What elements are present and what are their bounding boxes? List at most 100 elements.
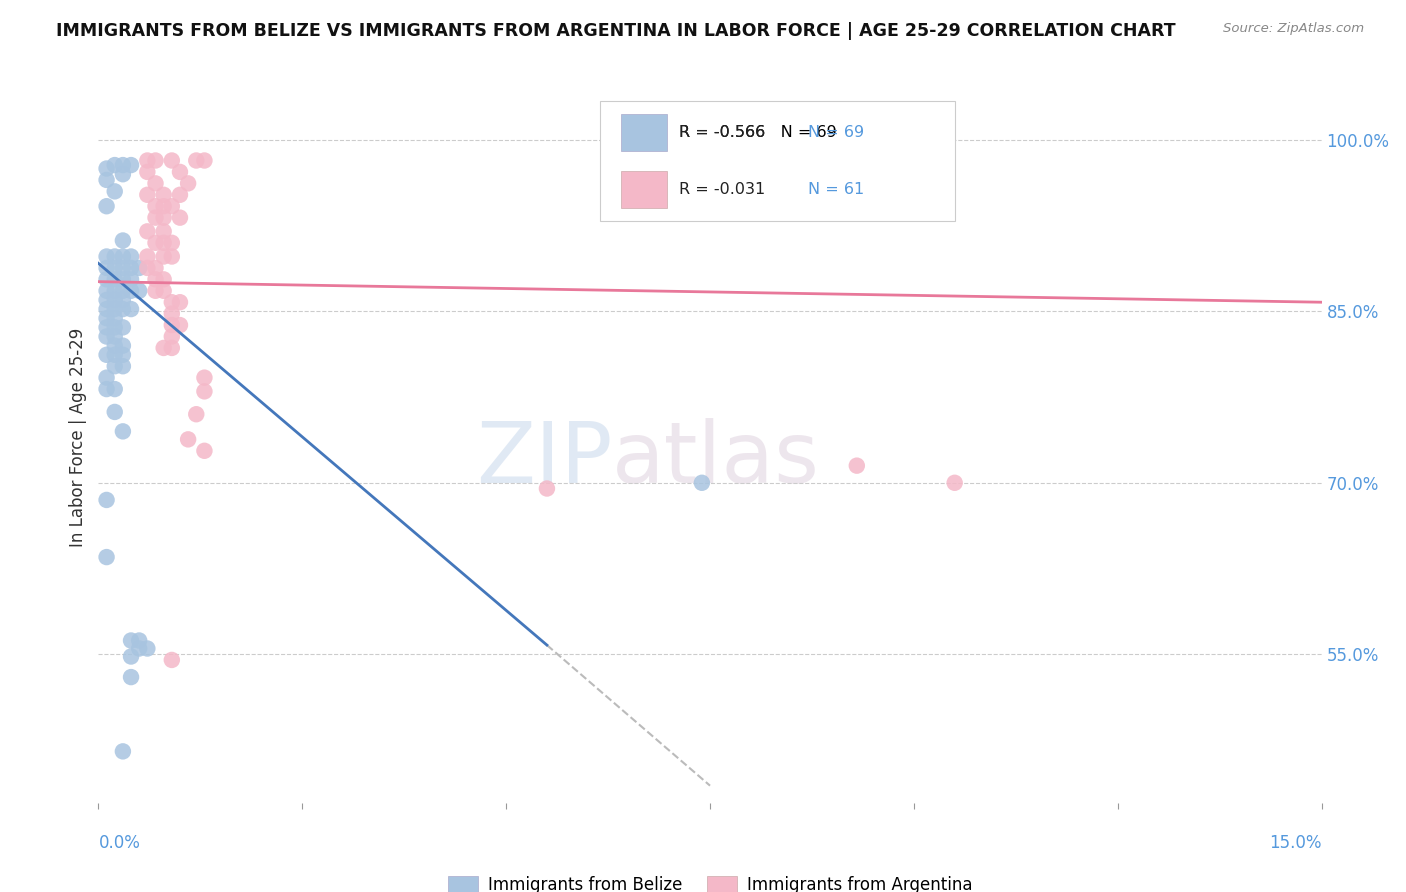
Point (120, 633, 142, 648)
Point (96, 272, 118, 286)
Point (193, 443, 215, 458)
Text: atlas: atlas (612, 417, 820, 500)
Point (104, 339, 127, 353)
Point (111, 167, 134, 181)
Point (96, 284, 118, 298)
Point (160, 250, 183, 264)
Point (111, 234, 134, 248)
Point (120, 670, 142, 684)
Bar (620, 171, 668, 208)
Point (128, 633, 150, 648)
Point (120, 284, 142, 298)
Text: 15.0%: 15.0% (1270, 834, 1322, 852)
Text: N = 69: N = 69 (808, 125, 865, 140)
Text: 0.0%: 0.0% (98, 834, 141, 852)
Point (152, 235, 174, 250)
Point (152, 199, 174, 213)
Point (160, 653, 183, 667)
Point (120, 158, 142, 172)
Point (145, 235, 167, 250)
Point (111, 272, 134, 286)
Point (104, 320, 127, 334)
Point (111, 302, 134, 317)
Point (111, 359, 134, 374)
Point (186, 153, 208, 168)
Point (152, 250, 174, 264)
Point (186, 407, 208, 421)
Point (128, 260, 150, 275)
Point (104, 272, 127, 286)
Point (120, 302, 142, 317)
Point (136, 641, 159, 656)
Point (169, 295, 191, 310)
Point (177, 433, 200, 447)
Point (96, 320, 118, 334)
Point (111, 284, 134, 298)
Point (111, 320, 134, 334)
Point (96, 329, 118, 343)
Point (160, 153, 183, 168)
Point (96, 173, 118, 187)
Point (160, 295, 183, 310)
Point (177, 177, 200, 191)
Point (128, 284, 150, 298)
Point (104, 311, 127, 326)
FancyBboxPatch shape (600, 101, 955, 221)
Point (690, 475, 713, 490)
Text: R = -0.566: R = -0.566 (679, 125, 766, 140)
Point (96, 348, 118, 362)
Point (160, 235, 183, 250)
Point (160, 341, 183, 355)
Point (111, 293, 134, 307)
Point (96, 293, 118, 307)
Point (104, 293, 127, 307)
Point (104, 158, 127, 172)
Point (536, 482, 558, 496)
Point (96, 311, 118, 326)
Point (96, 492, 118, 507)
Point (145, 199, 167, 213)
Point (120, 260, 142, 275)
Point (152, 284, 174, 298)
Point (120, 649, 142, 664)
Text: IMMIGRANTS FROM BELIZE VS IMMIGRANTS FROM ARGENTINA IN LABOR FORCE | AGE 25-29 C: IMMIGRANTS FROM BELIZE VS IMMIGRANTS FRO… (56, 22, 1175, 40)
Point (136, 224, 159, 238)
Point (111, 425, 134, 439)
Point (104, 185, 127, 199)
Point (96, 382, 118, 396)
Point (193, 384, 215, 399)
Point (193, 370, 215, 384)
Point (104, 260, 127, 275)
Point (160, 318, 183, 332)
Point (160, 199, 183, 213)
Point (152, 341, 174, 355)
Bar (620, 114, 668, 151)
Point (943, 475, 966, 490)
Point (104, 302, 127, 317)
Point (96, 260, 118, 275)
Point (145, 177, 167, 191)
Point (169, 165, 191, 179)
Point (136, 153, 159, 168)
Point (96, 302, 118, 317)
Point (145, 211, 167, 225)
Point (136, 165, 159, 179)
Point (128, 641, 150, 656)
Point (104, 250, 127, 264)
Point (104, 329, 127, 343)
Point (104, 348, 127, 362)
Y-axis label: In Labor Force | Age 25-29: In Labor Force | Age 25-29 (69, 327, 87, 547)
Point (104, 284, 127, 298)
Point (145, 260, 167, 275)
Point (136, 260, 159, 275)
Text: Source: ZipAtlas.com: Source: ZipAtlas.com (1223, 22, 1364, 36)
Legend: Immigrants from Belize, Immigrants from Argentina: Immigrants from Belize, Immigrants from … (441, 870, 979, 892)
Point (104, 359, 127, 374)
Text: N = 61: N = 61 (808, 182, 865, 197)
Point (111, 158, 134, 172)
Point (169, 187, 191, 202)
Text: ZIP: ZIP (475, 417, 612, 500)
Point (111, 339, 134, 353)
Point (152, 187, 174, 202)
Point (845, 458, 868, 473)
